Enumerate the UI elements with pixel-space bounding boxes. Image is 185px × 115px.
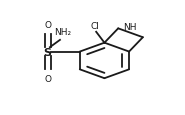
Text: O: O <box>44 21 51 30</box>
Text: NH: NH <box>123 23 136 32</box>
Text: S: S <box>44 47 52 57</box>
Text: O: O <box>44 74 51 83</box>
Text: Cl: Cl <box>91 22 100 30</box>
Text: NH₂: NH₂ <box>54 28 71 37</box>
